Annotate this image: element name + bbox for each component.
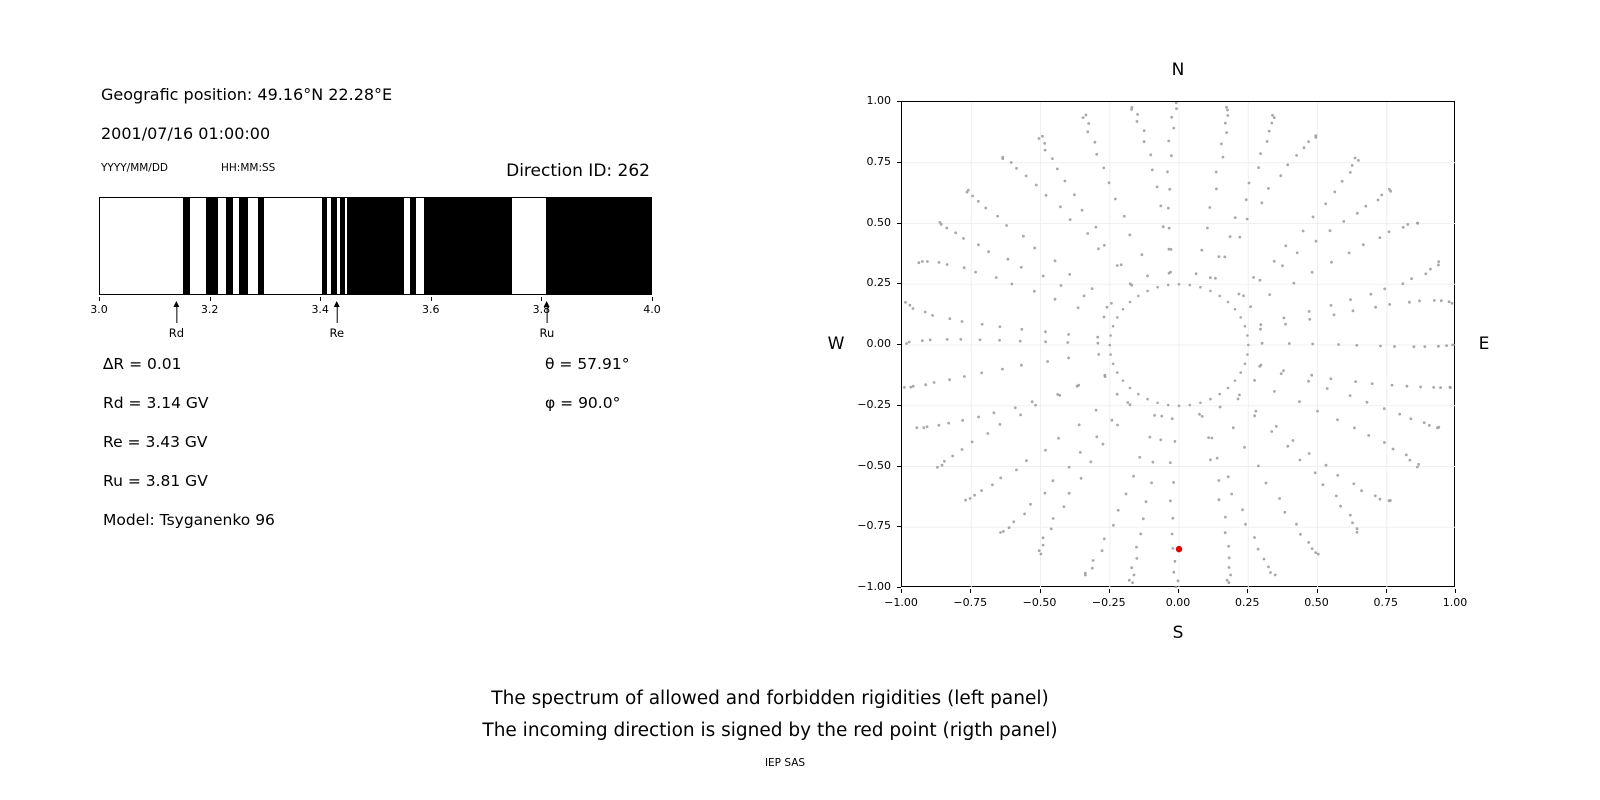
y-tick-mark: [897, 344, 901, 345]
spectrum-tick-mark: [652, 297, 653, 301]
model-label: Model: Tsyganenko 96: [103, 511, 275, 529]
y-tick-mark: [897, 587, 901, 588]
compass-north-label: N: [1171, 60, 1185, 80]
rd-value: Rd = 3.14 GV: [103, 394, 209, 412]
phi-value: φ = 90.0°: [545, 394, 621, 412]
x-tick-mark: [970, 589, 972, 593]
delta-r-value: ∆R = 0.01: [103, 355, 182, 373]
spectrum-tick-mark: [430, 297, 432, 301]
allowed-rigidity-band: [225, 198, 234, 294]
caption-line-2: The incoming direction is signed by the …: [482, 720, 1058, 741]
up-arrow-stem: [546, 307, 548, 323]
allowed-rigidity-band: [238, 198, 248, 294]
y-tick-label: 0.75: [866, 154, 892, 168]
y-tick-label: 0.50: [866, 215, 892, 229]
direction-id-label: Direction ID: 262: [506, 161, 650, 181]
allowed-rigidity-band: [205, 198, 218, 294]
spectrum-tick-mark: [320, 297, 322, 301]
direction-scatter-svg: [902, 102, 1456, 588]
y-tick-mark: [897, 465, 901, 467]
y-tick-label: −0.25: [857, 397, 891, 411]
x-tick-mark: [1455, 589, 1456, 593]
x-tick-mark: [1178, 589, 1179, 593]
x-tick-mark: [1108, 589, 1110, 593]
y-tick-mark: [897, 161, 901, 163]
x-tick-mark: [901, 589, 902, 593]
allowed-rigidity-band: [546, 198, 651, 294]
asymptotic-direction-points: [903, 102, 1455, 588]
allowed-rigidity-band: [409, 198, 416, 294]
x-tick-mark: [1247, 589, 1249, 593]
spectrum-tick-label: 3.2: [200, 303, 219, 316]
spectrum-tick-mark: [209, 297, 211, 301]
allowed-rigidity-band: [423, 198, 512, 294]
x-tick-label: −0.50: [1022, 596, 1057, 609]
compass-east-label: E: [1478, 334, 1490, 354]
x-tick-label: 0.75: [1373, 596, 1399, 609]
cutoff-marker-label: Rd: [168, 326, 185, 340]
spectrum-cutoff-markers: Rd Re Ru: [99, 296, 652, 356]
time-format-label: HH:MM:SS: [221, 162, 276, 174]
spectrum-tick-label: 4.0: [643, 303, 661, 316]
spectrum-tick-label: 3.6: [422, 303, 440, 316]
up-arrow-icon: [543, 301, 550, 307]
x-tick-label: −1.00: [884, 596, 918, 609]
x-tick-label: 0.00: [1165, 596, 1191, 609]
x-tick-label: −0.25: [1091, 596, 1126, 609]
y-tick-mark: [897, 101, 901, 102]
caption-line-1: The spectrum of allowed and forbidden ri…: [491, 688, 1049, 709]
direction-plot: [901, 101, 1456, 588]
y-tick-label: −0.50: [857, 458, 891, 472]
incoming-direction-red-point: [1175, 545, 1183, 553]
cutoff-marker-ru: Ru: [539, 301, 555, 340]
compass-south-label: S: [1172, 623, 1184, 643]
allowed-rigidity-band: [331, 198, 338, 294]
up-arrow-icon: [173, 301, 180, 307]
y-tick-label: 0.00: [866, 337, 892, 350]
credit-label: IEP SAS: [764, 757, 806, 769]
allowed-rigidity-band: [182, 198, 191, 294]
datetime-label: 2001/07/16 01:00:00: [101, 124, 271, 143]
spectrum-x-axis: 3.0 3.2 3.4 3.6 3.8 4.0: [90, 296, 661, 356]
x-tick-label: 0.25: [1235, 596, 1260, 609]
spectrum-tick-mark: [99, 297, 100, 301]
rigidity-spectrum-chart: [99, 197, 652, 295]
up-arrow-icon: [333, 301, 340, 307]
allowed-rigidity-band: [257, 198, 265, 294]
allowed-rigidity-band: [322, 198, 327, 294]
cutoff-marker-rd: Rd: [169, 301, 184, 340]
y-tick-label: −1.00: [857, 580, 891, 593]
spectrum-tick-mark: [541, 297, 543, 301]
allowed-rigidity-band: [347, 198, 405, 294]
y-tick-mark: [897, 404, 901, 406]
spectrum-tick-label: 3.0: [90, 303, 108, 316]
y-tick-label: −0.75: [857, 519, 891, 533]
y-tick-label: 0.25: [866, 276, 892, 290]
re-value: Re = 3.43 GV: [103, 433, 208, 451]
up-arrow-stem: [175, 307, 177, 323]
x-tick-mark: [1039, 589, 1041, 593]
allowed-rigidity-band: [340, 198, 346, 294]
x-tick-mark: [1385, 589, 1387, 593]
cutoff-marker-label: Re: [329, 326, 345, 340]
x-tick-label: 0.50: [1304, 596, 1329, 609]
ru-value: Ru = 3.81 GV: [103, 472, 208, 490]
theta-value: θ = 57.91°: [545, 355, 630, 373]
spectrum-tick-label: 3.4: [311, 303, 329, 316]
y-tick-label: 1.00: [866, 94, 892, 107]
up-arrow-stem: [336, 307, 338, 323]
x-tick-mark: [1316, 589, 1318, 593]
y-tick-mark: [897, 222, 901, 224]
x-tick-label: 1.00: [1442, 596, 1468, 609]
cutoff-marker-re: Re: [329, 301, 345, 340]
geographic-position-label: Geografic position: 49.16°N 22.28°E: [101, 85, 393, 104]
y-tick-mark: [897, 283, 901, 285]
cutoff-marker-label: Ru: [539, 326, 555, 340]
x-tick-label: −0.75: [953, 596, 988, 609]
compass-west-label: W: [827, 334, 845, 354]
y-tick-mark: [897, 526, 901, 528]
date-format-label: YYYY/MM/DD: [101, 162, 169, 174]
